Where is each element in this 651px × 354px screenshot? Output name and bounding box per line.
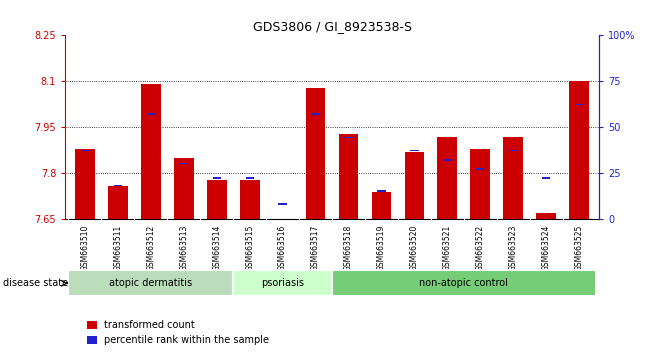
Bar [279, 203, 286, 205]
Text: psoriasis: psoriasis [261, 278, 304, 288]
Text: GSM663514: GSM663514 [212, 224, 221, 271]
Bar [344, 137, 353, 138]
Text: non-atopic control: non-atopic control [419, 278, 508, 288]
Bar [378, 190, 385, 192]
Bar [174, 158, 193, 219]
Text: GSM663519: GSM663519 [377, 224, 386, 271]
Text: GSM663511: GSM663511 [113, 224, 122, 271]
Bar [81, 150, 89, 152]
Bar [471, 149, 490, 219]
Text: GSM663522: GSM663522 [476, 224, 485, 271]
Legend: transformed count, percentile rank within the sample: transformed count, percentile rank withi… [83, 316, 273, 349]
Text: GSM663524: GSM663524 [542, 224, 551, 271]
Bar [437, 137, 457, 219]
Bar [503, 137, 523, 219]
Bar [108, 186, 128, 219]
Text: GSM663523: GSM663523 [508, 224, 518, 271]
Bar [509, 150, 518, 152]
Text: GSM663520: GSM663520 [410, 224, 419, 271]
Title: GDS3806 / GI_8923538-S: GDS3806 / GI_8923538-S [253, 20, 411, 33]
FancyBboxPatch shape [68, 270, 233, 296]
Bar [75, 149, 95, 219]
Text: atopic dermatitis: atopic dermatitis [109, 278, 192, 288]
Text: disease state: disease state [3, 278, 68, 288]
Text: GSM663518: GSM663518 [344, 224, 353, 271]
Bar [114, 185, 122, 186]
Bar [180, 162, 188, 164]
Text: GSM663516: GSM663516 [278, 224, 287, 271]
Bar [146, 113, 155, 115]
Bar [542, 177, 550, 179]
Bar [443, 159, 451, 161]
Text: GSM663512: GSM663512 [146, 224, 156, 271]
Bar [339, 133, 358, 219]
Bar [372, 192, 391, 219]
Bar [240, 179, 260, 219]
Bar [213, 177, 221, 179]
Bar [569, 81, 589, 219]
Bar [207, 179, 227, 219]
Text: GSM663525: GSM663525 [575, 224, 584, 271]
Bar [141, 85, 161, 219]
Text: GSM663510: GSM663510 [80, 224, 89, 271]
Bar [536, 213, 556, 219]
Text: GSM663513: GSM663513 [179, 224, 188, 271]
FancyBboxPatch shape [233, 270, 332, 296]
Bar [306, 87, 326, 219]
Bar [245, 177, 254, 179]
Bar [575, 104, 583, 105]
FancyBboxPatch shape [332, 270, 596, 296]
Bar [410, 150, 419, 152]
Bar [476, 168, 484, 170]
Bar [311, 113, 320, 115]
Bar [404, 152, 424, 219]
Text: GSM663517: GSM663517 [311, 224, 320, 271]
Text: GSM663515: GSM663515 [245, 224, 254, 271]
Text: GSM663521: GSM663521 [443, 224, 452, 271]
